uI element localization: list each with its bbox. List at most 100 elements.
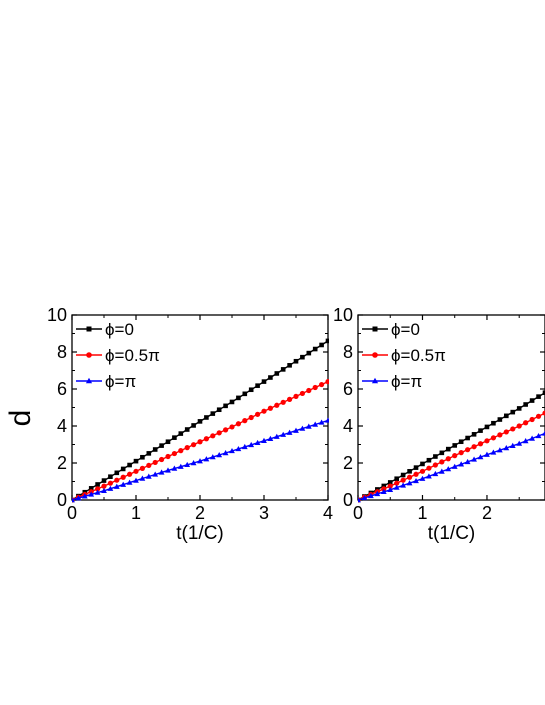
y-tick-label: 8 xyxy=(343,342,353,362)
data-point xyxy=(177,463,184,469)
data-point xyxy=(306,387,312,394)
y-tick-label: 2 xyxy=(57,453,67,473)
legend-marker xyxy=(372,352,378,358)
data-point xyxy=(312,421,319,427)
data-point xyxy=(400,477,406,483)
data-point xyxy=(222,450,229,456)
data-point xyxy=(491,420,496,426)
data-point xyxy=(445,456,451,462)
data-point xyxy=(426,473,432,479)
data-point xyxy=(133,458,139,464)
data-point xyxy=(178,448,184,454)
data-point xyxy=(523,420,529,426)
legend-label: ϕ=0 xyxy=(105,320,134,339)
data-point xyxy=(171,450,177,457)
data-point xyxy=(261,437,267,443)
data-point xyxy=(542,410,545,416)
data-point xyxy=(510,426,516,432)
x-tick-label: 3 xyxy=(259,503,269,523)
y-tick-label: 4 xyxy=(57,416,67,436)
data-point xyxy=(358,497,361,503)
data-point xyxy=(120,474,126,480)
y-tick-label: 10 xyxy=(333,305,353,325)
x-axis-label: t(1/C) xyxy=(428,523,476,544)
data-point xyxy=(484,424,490,430)
data-point xyxy=(312,346,318,352)
data-point xyxy=(133,468,139,474)
data-point xyxy=(280,431,287,437)
data-point xyxy=(413,465,419,470)
data-point xyxy=(178,431,184,436)
data-point xyxy=(113,483,120,489)
series-phi-pi xyxy=(358,430,545,503)
data-point xyxy=(114,477,120,483)
y-tick-label: 4 xyxy=(343,416,353,436)
series-phi-0-5pi xyxy=(72,379,329,503)
legend: ϕ=0 ϕ=0.5π ϕ=π xyxy=(362,320,446,391)
data-point xyxy=(75,495,82,501)
y-tick-label: 10 xyxy=(47,305,67,325)
data-point xyxy=(510,409,516,415)
data-point xyxy=(267,435,274,441)
data-point xyxy=(394,476,399,482)
data-point xyxy=(171,465,178,471)
data-point xyxy=(504,413,509,419)
data-point xyxy=(146,451,152,456)
data-point xyxy=(419,468,426,474)
data-point xyxy=(287,363,292,368)
data-point xyxy=(280,367,286,372)
data-point xyxy=(400,472,406,478)
series-phi-0 xyxy=(358,390,545,503)
data-point xyxy=(542,430,545,436)
data-point xyxy=(108,474,113,479)
data-point xyxy=(242,418,248,424)
data-point xyxy=(184,461,191,468)
x-tick-label: 2 xyxy=(482,503,492,523)
data-point xyxy=(248,441,255,448)
x-tick-label: 1 xyxy=(131,503,141,523)
data-point xyxy=(165,453,171,460)
data-point xyxy=(88,491,95,497)
data-point xyxy=(72,497,75,503)
data-point xyxy=(452,443,458,448)
data-point xyxy=(248,414,254,421)
data-point xyxy=(114,470,120,476)
data-point xyxy=(318,419,325,425)
legend: ϕ=0 ϕ=0.5π ϕ=π xyxy=(76,320,160,391)
x-tick-label: 1 xyxy=(417,503,427,523)
data-point xyxy=(439,459,445,465)
y-tick-label: 6 xyxy=(57,379,67,399)
data-point xyxy=(126,479,133,485)
data-point xyxy=(407,469,412,474)
data-point xyxy=(471,456,477,462)
legend-marker xyxy=(86,326,92,332)
data-point xyxy=(536,394,541,399)
data-point xyxy=(184,445,190,451)
data-point xyxy=(306,350,312,356)
data-point xyxy=(94,489,101,495)
x-tick-label: 2 xyxy=(195,503,205,523)
data-point xyxy=(445,446,451,452)
data-point xyxy=(146,462,152,469)
data-point xyxy=(286,429,293,435)
data-point xyxy=(203,456,210,462)
data-point xyxy=(95,482,100,487)
plot-frame xyxy=(71,314,329,501)
data-point xyxy=(191,423,196,428)
data-point xyxy=(274,371,280,376)
data-point xyxy=(172,435,177,440)
data-point xyxy=(465,447,471,453)
data-point xyxy=(439,450,445,456)
data-point xyxy=(197,439,203,445)
data-point xyxy=(261,408,267,414)
data-point xyxy=(393,484,400,490)
data-point xyxy=(145,473,152,479)
data-point xyxy=(406,480,413,486)
legend-marker xyxy=(372,326,378,332)
data-point xyxy=(452,453,458,459)
data-point xyxy=(300,354,305,360)
data-point xyxy=(496,447,503,453)
data-point xyxy=(406,474,413,480)
legend-marker xyxy=(371,377,379,384)
